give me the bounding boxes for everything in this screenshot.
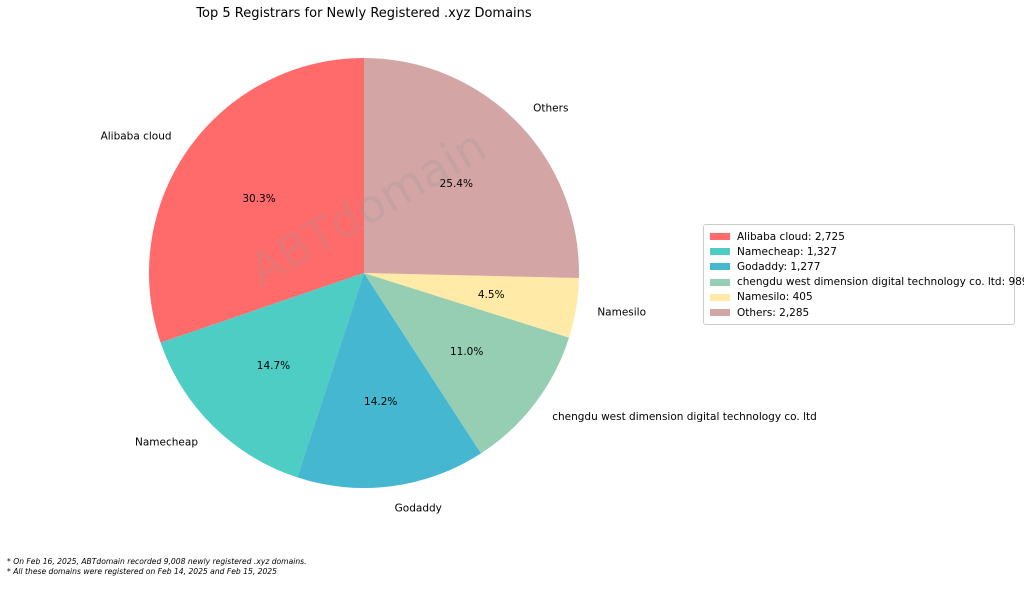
- slice-category-label: Namesilo: [597, 307, 646, 319]
- pie-slice: [297, 273, 482, 489]
- legend-swatch: [710, 263, 730, 271]
- pie-slice: [148, 58, 364, 343]
- footnote-line: * All these domains were registered on F…: [7, 566, 277, 576]
- legend-label: Namecheap: 1,327: [737, 245, 837, 258]
- legend-item: Alibaba cloud: 2,725: [710, 229, 1008, 244]
- slice-category-label: Godaddy: [395, 503, 442, 515]
- pie-slice: [364, 273, 570, 454]
- chart-legend: Alibaba cloud: 2,725 Namecheap: 1,327 Go…: [703, 224, 1024, 326]
- slice-percent-label: 4.5%: [478, 289, 505, 301]
- slice-percent-label: 14.2%: [364, 396, 397, 408]
- legend-item: Namecheap: 1,327: [710, 244, 1008, 259]
- legend-swatch: [710, 233, 730, 241]
- slice-percent-label: 11.0%: [450, 346, 483, 358]
- pie-slice: [160, 273, 364, 478]
- legend-label: Namesilo: 405: [737, 291, 813, 304]
- slice-category-label: Others: [533, 103, 568, 115]
- legend-label: Godaddy: 1,277: [737, 260, 821, 273]
- legend-item: Others: 2,285: [710, 305, 1008, 320]
- legend-swatch: [710, 248, 730, 256]
- footnotes: * On Feb 16, 2025, ABTdomain recorded 9,…: [7, 557, 307, 576]
- legend-item: Namesilo: 405: [710, 290, 1008, 305]
- legend-swatch: [710, 293, 730, 301]
- legend-swatch: [710, 309, 730, 317]
- chart-title: Top 5 Registrars for Newly Registered .x…: [195, 6, 532, 21]
- slice-percent-label: 30.3%: [242, 193, 275, 205]
- legend-item: chengdu west dimension digital technolog…: [710, 275, 1024, 290]
- pie-slice: [364, 58, 579, 278]
- legend-label: Alibaba cloud: 2,725: [737, 230, 845, 243]
- legend-label: Others: 2,285: [737, 306, 810, 319]
- legend-swatch: [710, 278, 730, 286]
- slice-category-label: Namecheap: [135, 436, 198, 448]
- legend-label: chengdu west dimension digital technolog…: [737, 276, 1024, 289]
- pie-slice: [364, 273, 579, 338]
- slice-category-label: chengdu west dimension digital technolog…: [552, 411, 817, 423]
- slice-percent-label: 25.4%: [440, 178, 473, 190]
- slice-percent-label: 14.7%: [257, 360, 290, 372]
- slice-category-label: Alibaba cloud: [101, 131, 172, 143]
- legend-item: Godaddy: 1,277: [710, 259, 1008, 274]
- footnote-line: * On Feb 16, 2025, ABTdomain recorded 9,…: [7, 557, 307, 566]
